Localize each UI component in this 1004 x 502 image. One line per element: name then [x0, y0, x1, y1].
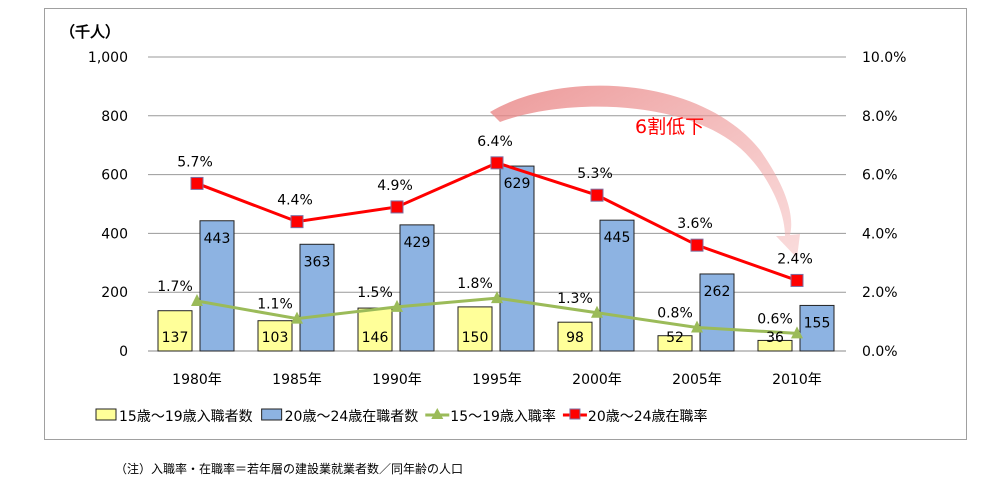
- line-label: 5.7%: [177, 154, 213, 170]
- line-marker: [191, 294, 203, 307]
- line-label: 5.3%: [577, 166, 613, 182]
- y2-tick-label: 10.0%: [862, 50, 906, 66]
- bar: [799, 304, 835, 352]
- legend-marker: [431, 408, 444, 419]
- bar: [757, 339, 793, 352]
- footnote: （注）入職率・在職率＝若年層の建設業就業者数／同年齢の人口: [115, 462, 464, 476]
- bar-label: 52: [666, 330, 684, 346]
- bar-label: 629: [504, 176, 531, 192]
- bar: [699, 273, 735, 352]
- bar: [557, 321, 593, 352]
- line-marker: [790, 273, 804, 287]
- bar-label: 36: [766, 330, 784, 346]
- line-label: 1.3%: [557, 291, 593, 307]
- line-label: 6.4%: [477, 134, 513, 150]
- bar: [299, 243, 335, 352]
- bar-label: 262: [704, 284, 731, 300]
- line-label: 4.9%: [377, 178, 413, 194]
- bar-label: 443: [204, 231, 231, 247]
- legend-marker: [569, 408, 581, 420]
- bar-label: 150: [462, 330, 489, 346]
- line-marker: [691, 320, 703, 333]
- legend-label: 15歳～19歳入職者数: [119, 409, 253, 425]
- line-marker: [591, 305, 603, 318]
- line-label: 1.5%: [357, 285, 393, 301]
- line-marker: [590, 188, 604, 202]
- legend-label: 15～19歳入職率: [450, 408, 556, 425]
- bar-label: 98: [566, 330, 584, 346]
- decline-arrow: [490, 85, 800, 258]
- legend-label: 20歳～24歳在職者数: [285, 409, 419, 425]
- line-marker: [791, 326, 803, 339]
- line-label: 1.1%: [257, 297, 293, 313]
- line-marker: [491, 291, 503, 304]
- x-tick-label: 2000年: [572, 372, 622, 388]
- bar-label: 103: [262, 330, 289, 346]
- line-label: 3.6%: [677, 216, 713, 232]
- x-tick-label: 1995年: [472, 372, 522, 388]
- y-axis-unit: （千人）: [60, 23, 120, 41]
- bar: [499, 165, 535, 352]
- y-tick-label: 1,000: [88, 50, 128, 66]
- line-marker: [190, 176, 204, 190]
- line-marker: [690, 238, 704, 252]
- line-marker: [391, 299, 403, 312]
- y2-tick-label: 6.0%: [862, 168, 898, 184]
- line-marker: [290, 215, 304, 229]
- bar: [457, 306, 493, 352]
- line-label: 1.8%: [457, 276, 493, 292]
- y-tick-label: 0: [119, 344, 128, 360]
- legend-swatch: [95, 408, 117, 421]
- annotation-text: 6割低下: [635, 116, 704, 138]
- bar-label: 445: [604, 230, 631, 246]
- bar: [399, 224, 435, 352]
- bar-label: 146: [362, 330, 389, 346]
- y2-tick-label: 8.0%: [862, 109, 898, 125]
- x-tick-label: 1985年: [272, 372, 322, 388]
- y-tick-label: 200: [101, 285, 128, 301]
- x-tick-label: 1980年: [172, 372, 222, 388]
- bar-label: 363: [304, 254, 331, 270]
- bar-label: 155: [804, 315, 831, 331]
- y2-tick-label: 2.0%: [862, 285, 898, 301]
- chart-frame: [44, 8, 967, 440]
- line-label: 0.8%: [657, 305, 693, 321]
- bar: [257, 320, 293, 352]
- line-label: 1.7%: [157, 279, 193, 295]
- y2-tick-label: 0.0%: [862, 344, 898, 360]
- bar: [657, 335, 693, 352]
- x-tick-label: 2010年: [772, 372, 822, 388]
- x-tick-label: 1990年: [372, 372, 422, 388]
- legend-swatch: [261, 408, 283, 421]
- line-marker: [291, 311, 303, 324]
- line-marker: [490, 156, 504, 170]
- y-tick-label: 600: [101, 168, 128, 184]
- bar-label: 429: [404, 235, 431, 251]
- y-tick-label: 400: [101, 226, 128, 242]
- bar: [157, 310, 193, 352]
- line-label: 0.6%: [757, 311, 793, 327]
- bar: [199, 220, 235, 352]
- y2-tick-label: 4.0%: [862, 226, 898, 242]
- x-tick-label: 2005年: [672, 372, 722, 388]
- line-marker: [390, 200, 404, 214]
- line-label: 2.4%: [777, 251, 813, 267]
- bar: [357, 307, 393, 352]
- bar-label: 137: [162, 330, 189, 346]
- y-tick-label: 800: [101, 109, 128, 125]
- legend-label: 20歳～24歳在職率: [588, 408, 708, 425]
- bar: [599, 219, 635, 352]
- line-label: 4.4%: [277, 193, 313, 209]
